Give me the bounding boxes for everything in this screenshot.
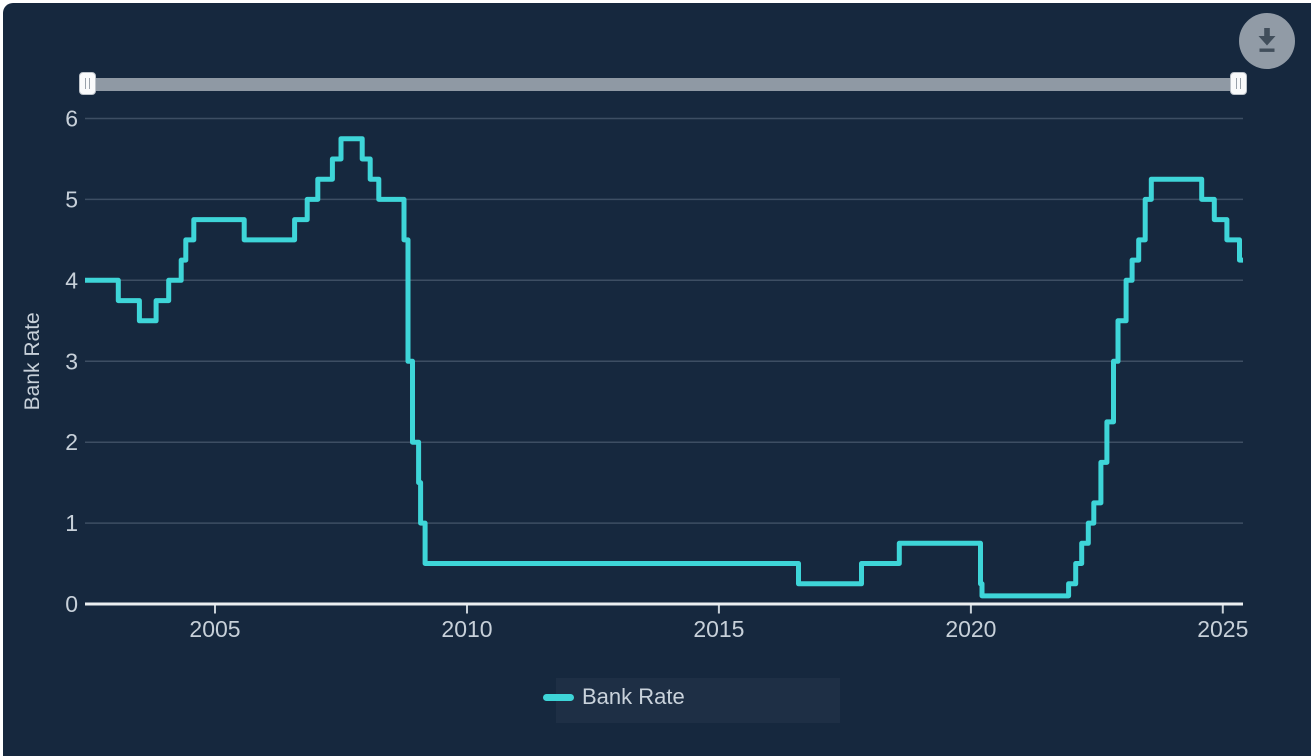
y-tick-label: 6: [65, 106, 78, 132]
legend-line-swatch: [543, 693, 574, 701]
x-tick-label: 2015: [693, 616, 744, 642]
x-tick-label: 2020: [945, 616, 996, 642]
range-slider-right-handle[interactable]: [1230, 72, 1247, 95]
download-button[interactable]: [1239, 13, 1295, 69]
range-slider-left-handle[interactable]: [79, 72, 96, 95]
bank-rate-chart: 0 1 2 3 4 5 6 2005 2010 2015 2020 2025 Bank Rate: [21, 106, 1248, 643]
y-tick-label: 0: [65, 591, 78, 617]
slider-grip-icon: [85, 78, 90, 89]
y-tick-label: 4: [65, 267, 78, 293]
range-slider-track[interactable]: [85, 78, 1245, 91]
chart-panel: [3, 3, 1311, 756]
download-icon: [1258, 28, 1276, 52]
legend-label: Bank Rate: [582, 684, 685, 709]
y-tick-label: 3: [65, 348, 78, 374]
chart-legend[interactable]: Bank Rate: [543, 684, 685, 710]
x-tick-label: 2025: [1197, 616, 1248, 642]
x-tick-label: 2010: [441, 616, 492, 642]
legend-background: [556, 678, 840, 723]
slider-grip-icon: [1236, 78, 1241, 89]
y-tick-label: 1: [65, 510, 78, 536]
x-tick-label: 2005: [189, 616, 240, 642]
series-line-bank-rate[interactable]: [85, 136, 1243, 599]
y-axis-title: Bank Rate: [21, 312, 44, 410]
y-tick-label: 2: [65, 429, 78, 455]
y-tick-label: 5: [65, 186, 78, 212]
